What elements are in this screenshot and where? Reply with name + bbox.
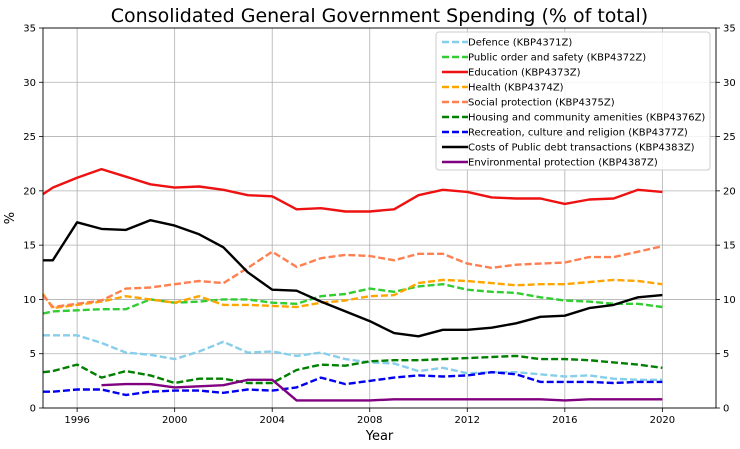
legend-label-1: Defence (KBP4371Z) — [468, 38, 572, 49]
y-tick-label-right: 5 — [723, 349, 729, 360]
x-tick-label: 2004 — [259, 415, 284, 426]
y-tick-label-left: 20 — [23, 186, 36, 197]
y-tick-label-left: 35 — [23, 24, 36, 35]
legend-label-3: Education (KBP4373Z) — [468, 68, 581, 79]
y-tick-label-left: 15 — [23, 241, 36, 252]
y-tick-label-right: 25 — [723, 132, 736, 143]
series-line-1 — [43, 334, 663, 381]
y-tick-label-right: 30 — [723, 78, 736, 89]
series-line-6 — [42, 354, 663, 385]
legend-box — [435, 31, 711, 171]
series-line-9 — [101, 378, 663, 402]
x-axis-title: Year — [365, 429, 394, 444]
y-tick-label-left: 5 — [30, 349, 36, 360]
series-line-5 — [42, 245, 663, 309]
y-axis-title: % — [3, 212, 18, 224]
x-tick-label: 2020 — [650, 415, 675, 426]
series-line-2 — [42, 283, 663, 315]
legend-label-2: Public order and safety (KBP4372Z) — [468, 53, 646, 64]
y-tick-label-right: 35 — [723, 24, 736, 35]
y-tick-label-right: 10 — [723, 295, 736, 306]
legend-label-7: Recreation, culture and religion (KBP437… — [468, 128, 688, 139]
y-tick-label-left: 10 — [23, 295, 36, 306]
y-tick-label-right: 20 — [723, 186, 736, 197]
y-tick-label-left: 0 — [30, 404, 36, 415]
legend-label-5: Social protection (KBP4375Z) — [468, 98, 615, 109]
plot-frame — [42, 27, 717, 409]
series-line-7 — [43, 371, 663, 397]
legend-label-6: Housing and community amenities (KBP4376… — [468, 113, 705, 124]
legend-label-8: Costs of Public debt transactions (KBP43… — [468, 143, 695, 154]
series-lines — [42, 167, 663, 402]
x-tick-label: 2016 — [552, 415, 577, 426]
y-tick-label-left: 25 — [23, 132, 36, 143]
legend-label-9: Environmental protection (KBP4387Z) — [468, 158, 658, 169]
y-tick-label-right: 0 — [723, 404, 729, 415]
x-tick-label: 1996 — [64, 415, 89, 426]
series-line-3 — [42, 167, 663, 213]
y-tick-label-left: 30 — [23, 78, 36, 89]
chart-title: Consolidated General Government Spending… — [111, 5, 648, 27]
legend-label-4: Health (KBP4374Z) — [468, 83, 564, 94]
y-tick-label-right: 15 — [723, 241, 736, 252]
x-tick-label: 2008 — [357, 415, 382, 426]
series-line-4 — [42, 278, 663, 310]
series-line-8 — [43, 218, 663, 338]
x-tick-label: 2000 — [162, 415, 187, 426]
x-tick-label: 2012 — [455, 415, 480, 426]
legend: Defence (KBP4371Z) Public order and safet… — [435, 31, 711, 171]
